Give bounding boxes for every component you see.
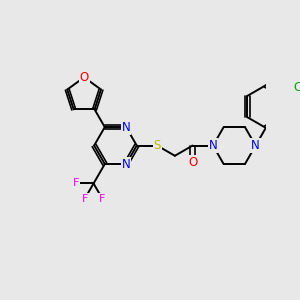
Text: S: S	[154, 139, 161, 152]
Text: N: N	[122, 121, 130, 134]
Text: Cl: Cl	[293, 81, 300, 94]
Text: N: N	[251, 139, 260, 152]
Text: F: F	[82, 194, 88, 203]
Text: O: O	[80, 71, 89, 84]
Text: F: F	[99, 194, 105, 203]
Text: O: O	[188, 156, 197, 170]
Text: N: N	[122, 158, 130, 170]
Text: F: F	[73, 178, 80, 188]
Text: N: N	[208, 139, 217, 152]
